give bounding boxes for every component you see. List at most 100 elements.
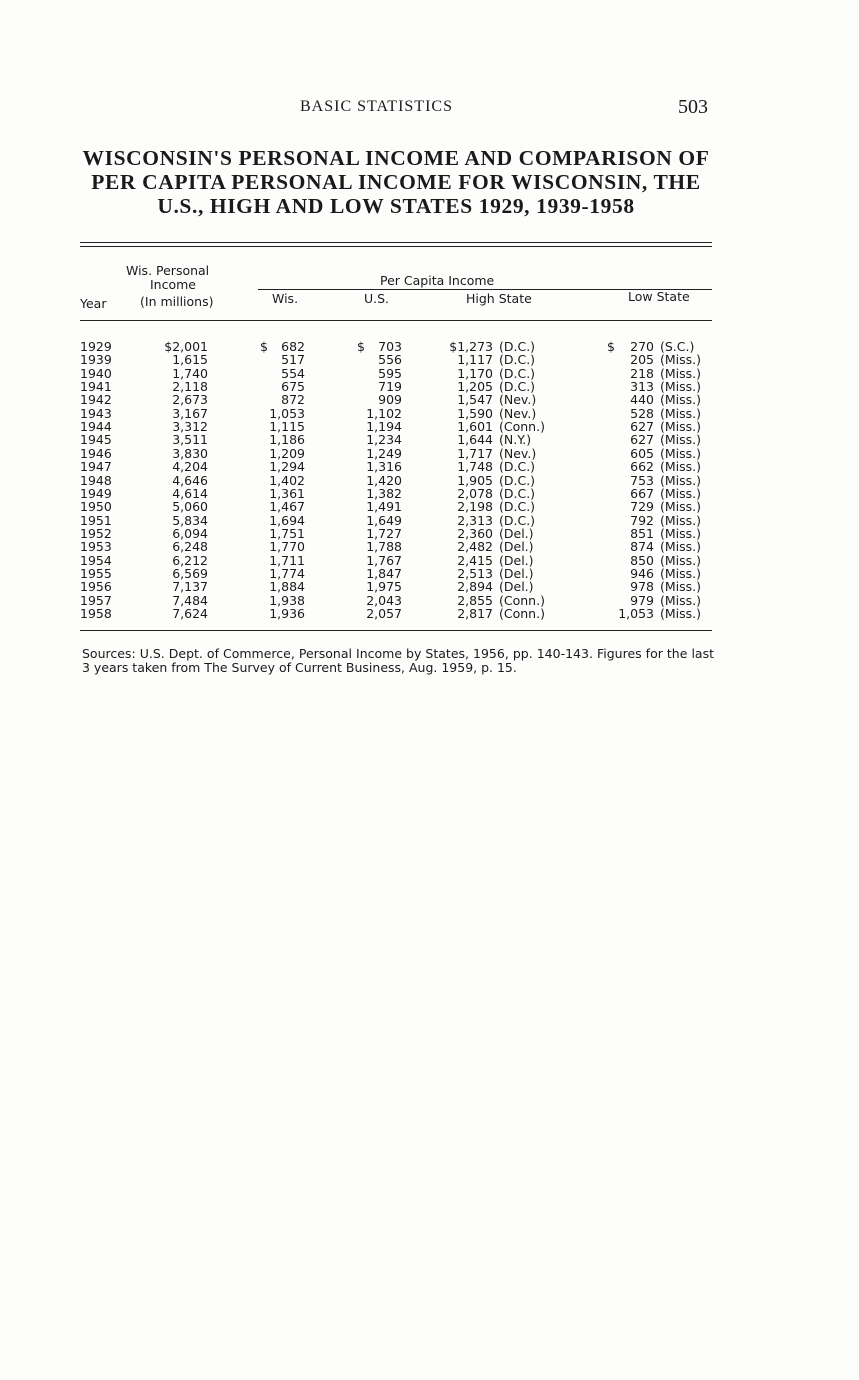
- cell-high: 1,905: [457, 472, 493, 488]
- cell-high-state: (D.C.): [499, 485, 536, 501]
- bottom-rule: [80, 630, 712, 631]
- cell-high-state: (D.C.): [499, 352, 536, 368]
- cell-high: 2,198: [457, 499, 493, 515]
- cell-us: 719: [378, 379, 402, 395]
- cell-high-state: (Del.): [499, 565, 534, 581]
- header-rule: [80, 320, 712, 321]
- cell-high-state: (Conn.): [499, 592, 545, 608]
- header-income: Income: [150, 277, 196, 292]
- cell-low: 627: [630, 419, 654, 435]
- page-number: 503: [678, 96, 708, 118]
- per-capita-rule: [258, 289, 712, 290]
- cell-us: 1,102: [366, 405, 402, 421]
- cell-income: 2,673: [172, 392, 208, 408]
- header-low-state: Low State: [628, 289, 690, 304]
- cell-income: $2,001: [164, 339, 208, 354]
- running-head: BASIC STATISTICS: [300, 98, 453, 115]
- cell-year: 1955: [80, 565, 112, 581]
- cell-year: 1958: [80, 606, 112, 621]
- header-wis-personal: Wis. Personal: [126, 263, 210, 278]
- cell-wis: 1,402: [269, 472, 305, 488]
- cell-year: 1949: [80, 485, 112, 501]
- cell-wis: 1,186: [269, 432, 305, 448]
- header-wis: Wis.: [272, 291, 299, 306]
- cell-income: 1,740: [172, 365, 208, 381]
- cell-wis: 1,711: [269, 552, 305, 568]
- cell-low-state: (Miss.): [660, 592, 702, 608]
- cell-high: 1,205: [457, 379, 493, 395]
- cell-wis: 1,294: [269, 459, 305, 475]
- cell-us: 1,727: [366, 525, 402, 541]
- cell-low: 440: [630, 392, 654, 408]
- cell-low: 528: [630, 405, 654, 421]
- cell-high: 1,117: [457, 352, 493, 368]
- cell-wis-d: $: [260, 339, 268, 354]
- cell-low: 979: [630, 592, 654, 608]
- cell-us: 1,491: [366, 499, 402, 515]
- cell-us: 1,847: [366, 565, 402, 581]
- cell-us: 1,649: [366, 512, 402, 528]
- cell-income: 7,624: [172, 606, 208, 621]
- cell-income: 6,248: [172, 539, 208, 555]
- cell-low-state: (Miss.): [660, 352, 702, 368]
- cell-high-state: (D.C.): [499, 379, 536, 395]
- cell-low-state: (Miss.): [660, 539, 702, 555]
- cell-year: 1947: [80, 459, 112, 475]
- cell-high-state: (D.C.): [499, 365, 536, 381]
- cell-year: 1943: [80, 405, 112, 421]
- header-high-state: High State: [466, 291, 532, 306]
- cell-high: 2,513: [457, 565, 493, 581]
- cell-low-state: (Miss.): [660, 459, 702, 475]
- cell-wis: 1,938: [269, 592, 305, 608]
- cell-us: 703: [378, 339, 402, 354]
- cell-low-state: (Miss.): [660, 525, 702, 541]
- cell-high-state: (Nev.): [499, 445, 537, 461]
- cell-us: 1,234: [366, 432, 402, 448]
- cell-low-state: (Miss.): [660, 472, 702, 488]
- cell-wis: 1,361: [269, 485, 305, 501]
- cell-low-state: (Miss.): [660, 405, 702, 421]
- cell-low: 753: [630, 472, 654, 488]
- cell-high-state: (N.Y.): [499, 432, 532, 448]
- cell-high-state: (Conn.): [499, 419, 545, 435]
- cell-high: 2,360: [457, 525, 493, 541]
- cell-high-state: (Nev.): [499, 405, 537, 421]
- cell-us: 909: [378, 392, 402, 408]
- cell-us: 1,975: [366, 579, 402, 595]
- cell-high-state: (Del.): [499, 579, 534, 595]
- cell-us: 1,382: [366, 485, 402, 501]
- cell-us-d: $: [357, 339, 365, 354]
- cell-income: 4,646: [172, 472, 208, 488]
- cell-high: 1,601: [457, 419, 493, 435]
- cell-wis: 1,751: [269, 525, 305, 541]
- cell-high-state: (Del.): [499, 525, 534, 541]
- sources-note: Sources: U.S. Dept. of Commerce, Persona…: [82, 646, 714, 675]
- cell-income: 7,484: [172, 592, 208, 608]
- cell-wis: 1,936: [269, 606, 305, 621]
- cell-income: 3,830: [172, 445, 208, 461]
- cell-year: 1940: [80, 365, 112, 381]
- cell-low-state: (Miss.): [660, 565, 702, 581]
- cell-low: 667: [630, 485, 654, 501]
- cell-high-state: (Del.): [499, 552, 534, 568]
- cell-income: 7,137: [172, 579, 208, 595]
- table-title: WISCONSIN'S PERSONAL INCOME AND COMPARIS…: [82, 146, 710, 218]
- cell-income: 3,167: [172, 405, 208, 421]
- cell-high: 2,078: [457, 485, 493, 501]
- cell-income: 1,615: [172, 352, 208, 368]
- cell-low: 946: [630, 565, 654, 581]
- cell-us: 595: [378, 365, 402, 381]
- cell-income: 4,204: [172, 459, 208, 475]
- cell-high-state: (D.C.): [499, 459, 536, 475]
- cell-low: 205: [630, 352, 654, 368]
- cell-high: 2,313: [457, 512, 493, 528]
- cell-low: 850: [630, 552, 654, 568]
- cell-year: 1944: [80, 419, 112, 435]
- cell-wis: 1,884: [269, 579, 305, 595]
- cell-low: 978: [630, 579, 654, 595]
- cell-low-state: (Miss.): [660, 432, 702, 448]
- header-year: Year: [80, 296, 107, 311]
- cell-low-state: (Miss.): [660, 499, 702, 515]
- cell-high: 2,415: [457, 552, 493, 568]
- cell-us: 556: [378, 352, 402, 368]
